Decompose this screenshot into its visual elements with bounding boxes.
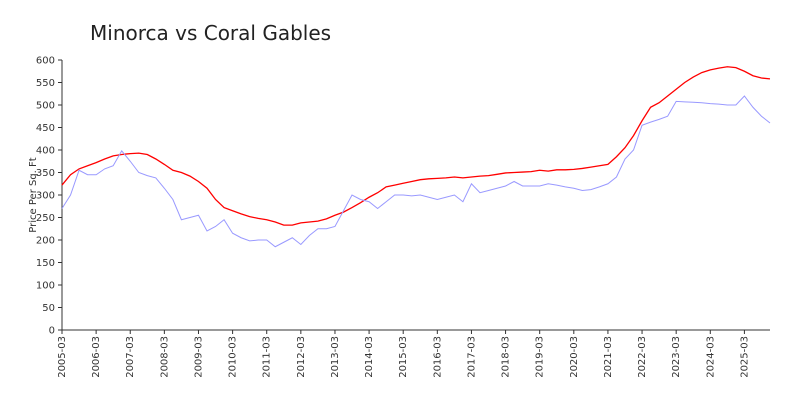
y-axis-label: Price Per Sq. Ft	[28, 157, 39, 232]
y-tick-label: 50	[42, 303, 55, 314]
x-tick-label: 2022-03	[637, 336, 648, 378]
y-tick-label: 150	[36, 258, 55, 269]
y-tick-label: 0	[49, 326, 55, 337]
x-tick-label: 2015-03	[398, 336, 409, 378]
x-tick-label: 2009-03	[193, 336, 204, 378]
x-tick-label: 2018-03	[501, 336, 512, 378]
y-tick-label: 600	[36, 56, 55, 67]
x-tick-label: 2010-03	[228, 336, 239, 378]
y-tick-label: 300	[36, 191, 55, 202]
x-tick-label: 2012-03	[296, 336, 307, 378]
chart-title: Minorca vs Coral Gables	[90, 21, 331, 45]
x-tick-label: 2021-03	[603, 336, 614, 378]
x-tick-label: 2025-03	[739, 336, 750, 378]
x-tick-label: 2005-03	[57, 336, 68, 378]
y-tick-label: 250	[36, 213, 55, 224]
y-tick-label: 450	[36, 123, 55, 134]
x-tick-label: 2019-03	[535, 336, 546, 378]
x-tick-label: 2007-03	[125, 336, 136, 378]
series-line	[61, 95, 771, 248]
y-tick-label: 550	[36, 78, 55, 89]
x-tick-label: 2023-03	[671, 336, 682, 378]
x-tick-label: 2011-03	[262, 336, 273, 378]
x-tick-label: 2017-03	[466, 336, 477, 378]
y-tick-label: 500	[36, 101, 55, 112]
x-tick-label: 2013-03	[330, 336, 341, 378]
y-tick-label: 200	[36, 236, 55, 247]
x-tick-label: 2016-03	[432, 336, 443, 378]
series-line	[61, 66, 771, 226]
y-tick-label: 100	[36, 281, 55, 292]
x-tick-label: 2006-03	[91, 336, 102, 378]
x-tick-label: 2014-03	[364, 336, 375, 378]
y-tick-label: 350	[36, 168, 55, 179]
y-tick-label: 400	[36, 146, 55, 157]
x-tick-label: 2008-03	[159, 336, 170, 378]
x-tick-label: 2024-03	[705, 336, 716, 378]
x-tick-label: 2020-03	[569, 336, 580, 378]
